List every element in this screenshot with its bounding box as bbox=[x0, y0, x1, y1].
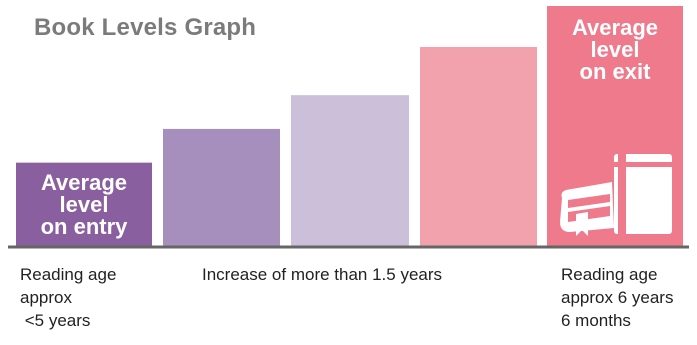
bar-4 bbox=[420, 46, 537, 247]
caption-exit: Reading age approx 6 years 6 months bbox=[561, 265, 674, 330]
chart-title: Book Levels Graph bbox=[34, 14, 257, 41]
caption-entry: Reading age approx <5 years bbox=[20, 265, 117, 330]
bar-2 bbox=[163, 128, 280, 247]
exit-bar-label: Average level on exit bbox=[571, 15, 658, 84]
bar-3 bbox=[291, 95, 409, 247]
bar-1 bbox=[16, 162, 152, 247]
book-icon bbox=[560, 154, 672, 236]
caption-increase: Increase of more than 1.5 years bbox=[202, 265, 443, 284]
entry-bar-label: Average level on entry bbox=[40, 170, 128, 239]
